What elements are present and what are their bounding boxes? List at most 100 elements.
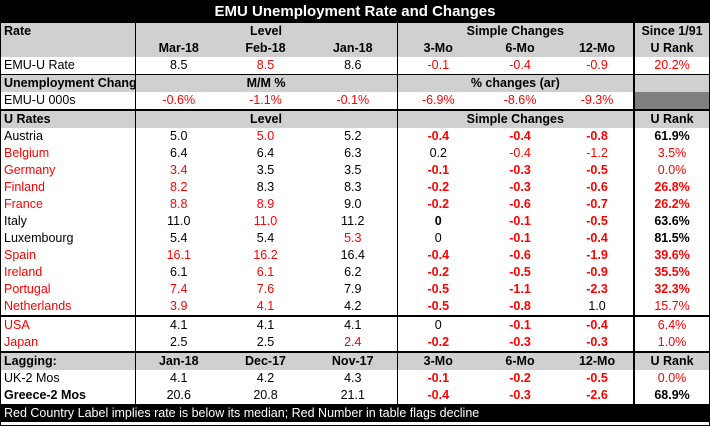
value-cell: 20.6 bbox=[166, 388, 191, 402]
col-header: 3-Mo bbox=[397, 351, 480, 370]
col-header: Dec-17 bbox=[222, 351, 309, 370]
value-cell: -0.2 bbox=[509, 371, 531, 385]
value-cell: 7.4 bbox=[170, 282, 188, 296]
rank-cell: 39.6% bbox=[654, 248, 690, 262]
value-cell: -0.3 bbox=[509, 388, 531, 402]
value-cell: 5.4 bbox=[256, 231, 275, 245]
value-cell: -0.2 bbox=[427, 265, 450, 279]
value-cell: -2.6 bbox=[561, 387, 636, 404]
country-label: Italy bbox=[1, 213, 136, 230]
value-cell: -1.1% bbox=[249, 93, 282, 107]
value-cell: -0.4 bbox=[427, 129, 450, 143]
value-cell: 1.0 bbox=[561, 298, 636, 316]
value-cell: -0.7 bbox=[561, 196, 636, 213]
value-cell: 6.1 bbox=[256, 265, 275, 279]
col-header: 6-Mo bbox=[479, 40, 562, 57]
country-label: France bbox=[1, 196, 136, 213]
value-cell: 16.2 bbox=[253, 248, 278, 262]
table-row: Austria 5.0 5.0 5.2 -0.4 -0.4 -0.8 61.9% bbox=[1, 128, 709, 145]
table-row: Belgium 6.4 6.4 6.3 0.2 -0.4 -1.2 3.5% bbox=[1, 145, 709, 162]
rank-cell: 81.5% bbox=[654, 231, 690, 245]
value-cell: 11.2 bbox=[309, 213, 398, 230]
value-cell: -0.5 bbox=[427, 299, 450, 313]
value-cell: 0.2 bbox=[429, 146, 447, 160]
value-cell: -0.9 bbox=[561, 264, 636, 281]
since-header: Since 1/91 bbox=[634, 23, 710, 40]
value-cell: 0 bbox=[434, 214, 442, 228]
country-label: Finland bbox=[1, 179, 136, 196]
value-cell: 3.4 bbox=[170, 163, 188, 177]
col-header: Jan-18 bbox=[135, 351, 222, 370]
country-label: Portugal bbox=[1, 281, 136, 298]
value-cell: -0.3 bbox=[509, 335, 531, 349]
table-row: Finland 8.2 8.3 8.3 -0.2 -0.3 -0.6 26.8% bbox=[1, 179, 709, 196]
table-row: Netherlands 3.9 4.1 4.2 -0.5 -0.8 1.0 15.7% bbox=[1, 298, 709, 316]
value-cell: 16.4 bbox=[309, 247, 398, 264]
value-cell: 8.9 bbox=[256, 197, 275, 211]
table-row: Greece-2 Mos 20.6 20.8 21.1 -0.4 -0.3 -2.6 68.9… bbox=[1, 387, 709, 404]
value-cell: 4.2 bbox=[256, 371, 275, 385]
rank-cell: 0.0% bbox=[657, 371, 687, 385]
value-cell: 20.8 bbox=[253, 388, 278, 402]
value-cell: 5.3 bbox=[309, 230, 398, 247]
value-cell: 5.4 bbox=[170, 231, 188, 245]
value-cell: 4.3 bbox=[309, 370, 398, 387]
value-cell: -0.5 bbox=[561, 162, 636, 179]
value-cell: 6.1 bbox=[170, 265, 188, 279]
col-header: Mar-18 bbox=[135, 40, 222, 57]
col-header: Nov-17 bbox=[309, 351, 398, 370]
country-label: Greece-2 Mos bbox=[1, 387, 136, 404]
value-cell: -1.1 bbox=[509, 282, 531, 296]
table-row: Spain 16.1 16.2 16.4 -0.4 -0.6 -1.9 39.6% bbox=[1, 247, 709, 264]
rank-cell: 61.9% bbox=[654, 129, 690, 143]
table-row: Portugal 7.4 7.6 7.9 -0.5 -1.1 -2.3 32.3% bbox=[1, 281, 709, 298]
simple-changes-header: Simple Changes bbox=[397, 23, 636, 40]
table-row: Italy 11.0 11.0 11.2 0 -0.1 -0.5 63.6% bbox=[1, 213, 709, 230]
country-label: Luxembourg bbox=[1, 230, 136, 247]
value-cell: -0.1 bbox=[479, 315, 562, 334]
value-cell: -0.4 bbox=[561, 315, 636, 334]
value-cell: -0.4 bbox=[509, 58, 531, 72]
value-cell: 5.0 bbox=[256, 129, 275, 143]
rank-cell: 3.5% bbox=[657, 146, 687, 160]
table-row: France 8.8 8.9 9.0 -0.2 -0.6 -0.7 26.2% bbox=[1, 196, 709, 213]
value-cell: -0.6 bbox=[509, 197, 531, 211]
value-cell: -0.8 bbox=[509, 299, 531, 313]
gray-filler bbox=[634, 74, 710, 92]
country-label: Austria bbox=[1, 128, 136, 145]
value-cell: -9.3% bbox=[561, 92, 636, 110]
value-cell: -0.5 bbox=[561, 370, 636, 387]
country-label: Netherlands bbox=[1, 298, 136, 316]
rank-header: U Rank bbox=[634, 351, 710, 370]
value-cell: 4.2 bbox=[309, 298, 398, 316]
value-cell: -8.6% bbox=[503, 93, 537, 107]
value-cell: 3.5 bbox=[309, 162, 398, 179]
rank-cell: 0.0% bbox=[657, 163, 687, 177]
value-cell: -0.1 bbox=[427, 371, 450, 385]
value-cell: -6.9% bbox=[421, 93, 455, 107]
table-row: Germany 3.4 3.5 3.5 -0.1 -0.3 -0.5 0.0% bbox=[1, 162, 709, 179]
col-header: 12-Mo bbox=[561, 40, 636, 57]
value-cell: 6.3 bbox=[309, 145, 398, 162]
emu-rate-row: EMU-U Rate 8.5 8.5 8.6 -0.1 -0.4 -0.9 20… bbox=[1, 57, 709, 75]
rate-header-row: Rate Level Simple Changes Since 1/91 bbox=[1, 23, 710, 40]
value-cell: -0.1% bbox=[309, 92, 398, 110]
emu-000s-row: EMU-U 000s -0.6% -1.1% -0.1% -6.9% -8.6%… bbox=[1, 92, 710, 110]
value-cell: 0 bbox=[434, 231, 442, 245]
unemp-changes-header-row: Unemployment Changes M/M % % changes (ar… bbox=[1, 74, 710, 92]
value-cell: -0.1 bbox=[509, 214, 531, 228]
blank-cell bbox=[1, 40, 136, 57]
value-cell: -0.3 bbox=[509, 180, 531, 194]
col-header: 6-Mo bbox=[479, 351, 562, 370]
value-cell: 4.1 bbox=[222, 315, 309, 334]
col-header: Feb-18 bbox=[222, 40, 309, 57]
table-row: USA 4.1 4.1 4.1 0 -0.1 -0.4 6.4% bbox=[1, 315, 710, 334]
value-cell: 5.0 bbox=[170, 129, 188, 143]
rate-label: Rate bbox=[1, 23, 136, 40]
level-header: Level bbox=[135, 109, 398, 128]
value-cell: 7.6 bbox=[256, 282, 275, 296]
mm-header: M/M % bbox=[135, 74, 398, 92]
value-cell: -0.6% bbox=[162, 93, 196, 107]
value-cell: 2.5 bbox=[256, 335, 275, 349]
